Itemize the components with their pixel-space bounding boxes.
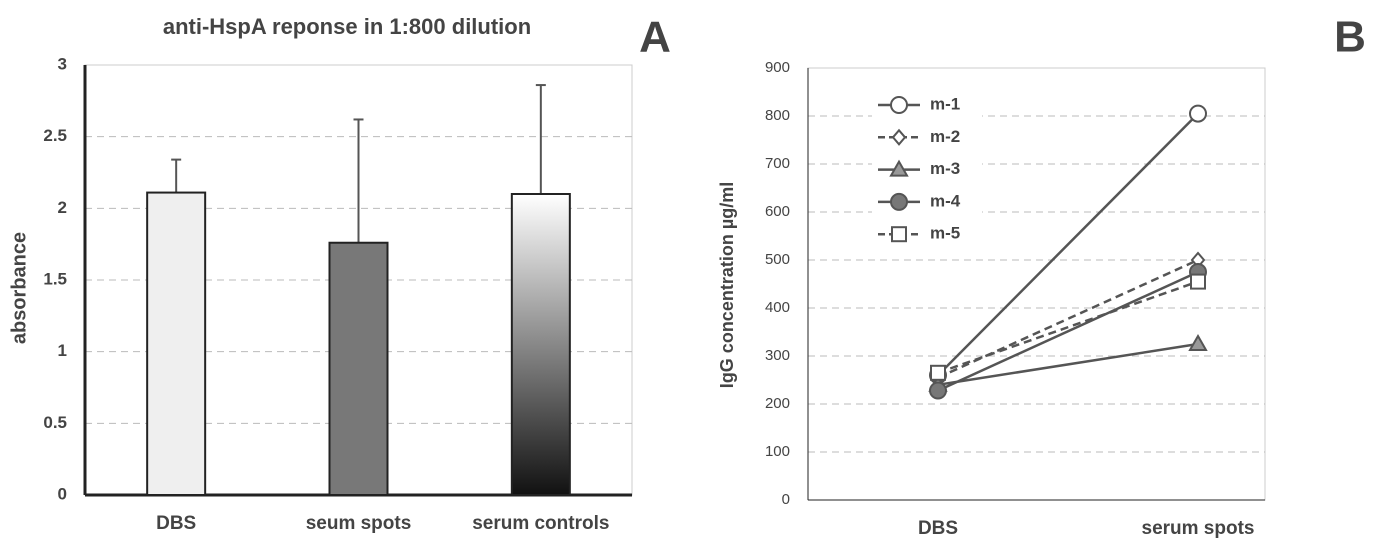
y-tick-label: 1.5 xyxy=(43,269,67,288)
legend-marker xyxy=(891,226,907,243)
series-line xyxy=(937,280,1199,374)
legend-marker xyxy=(890,96,908,114)
chart-title: anti-HspA reponse in 1:800 dilution xyxy=(163,14,531,39)
y-axis-label: IgG concentration µg/ml xyxy=(717,182,737,388)
marker xyxy=(1189,104,1207,123)
y-tick-label: 700 xyxy=(765,155,790,172)
marker xyxy=(1190,273,1206,290)
series-line xyxy=(937,270,1199,392)
legend-label: m-2 xyxy=(930,127,960,146)
y-tick-label: 0 xyxy=(58,484,67,503)
x-tick-label: DBS xyxy=(918,518,958,539)
series-line xyxy=(937,112,1199,377)
legend-label: m-1 xyxy=(930,94,960,113)
y-tick-label: 2 xyxy=(58,198,67,217)
y-tick-label: 400 xyxy=(765,299,790,316)
panel-label: A xyxy=(639,13,671,62)
y-tick-label: 800 xyxy=(765,107,790,124)
x-tick-label: DBS xyxy=(156,513,196,534)
x-tick-label: seum spots xyxy=(306,513,412,534)
y-tick-label: 300 xyxy=(765,347,790,364)
legend-marker xyxy=(891,128,907,146)
series-line xyxy=(937,342,1199,387)
marker xyxy=(929,381,947,400)
y-tick-label: 3 xyxy=(58,54,67,73)
x-tick-label: serum controls xyxy=(472,513,609,534)
bar xyxy=(328,241,389,496)
y-tick-label: 900 xyxy=(765,59,790,76)
y-axis-label: absorbance xyxy=(8,232,30,344)
legend-bg xyxy=(872,220,982,249)
bar xyxy=(146,191,207,496)
y-tick-label: 1 xyxy=(58,341,67,360)
y-tick-label: 0 xyxy=(782,491,790,508)
legend-label: m-3 xyxy=(930,159,960,178)
marker xyxy=(930,364,946,381)
legend-marker xyxy=(889,159,909,177)
legend-label: m-4 xyxy=(930,191,961,210)
y-tick-label: 500 xyxy=(765,251,790,268)
panel-label: B xyxy=(1334,13,1366,62)
y-tick-label: 0.5 xyxy=(43,413,67,432)
legend-label: m-5 xyxy=(930,224,960,243)
legend-marker xyxy=(890,192,908,211)
y-tick-label: 2.5 xyxy=(43,126,67,145)
legend-bg xyxy=(872,123,982,152)
marker xyxy=(1188,333,1208,351)
x-tick-label: serum spots xyxy=(1142,518,1255,539)
y-tick-label: 200 xyxy=(765,395,790,412)
y-tick-label: 600 xyxy=(765,203,790,220)
y-tick-label: 100 xyxy=(765,443,790,460)
series-line xyxy=(937,258,1199,379)
bar xyxy=(510,193,571,496)
